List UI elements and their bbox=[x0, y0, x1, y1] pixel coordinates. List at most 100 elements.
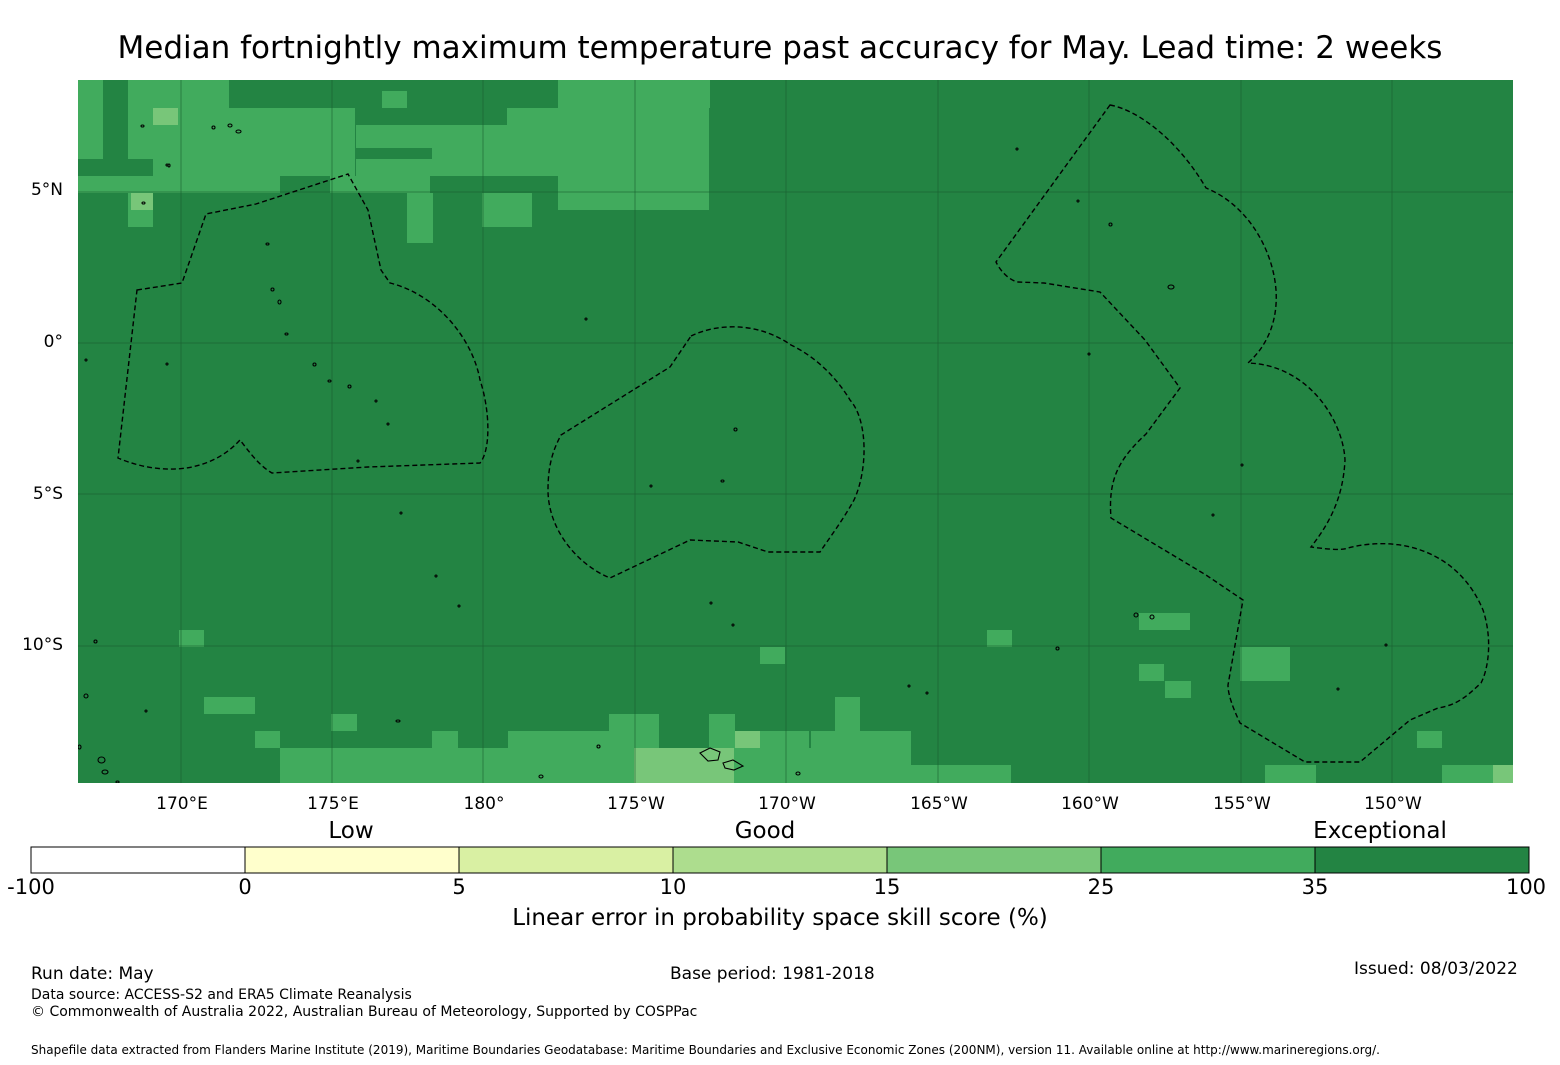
island-outline bbox=[101, 769, 109, 775]
skill-cell bbox=[634, 142, 684, 176]
island-outline bbox=[211, 125, 216, 130]
legend-category-exceptional: Exceptional bbox=[1313, 818, 1447, 844]
lon-label-170w: 170°W bbox=[758, 794, 816, 814]
island-outline bbox=[270, 287, 275, 292]
skill-cell bbox=[1493, 765, 1513, 783]
island-outline bbox=[457, 604, 461, 608]
island-outline bbox=[731, 623, 735, 627]
colorbar-title: Linear error in probability space skill … bbox=[512, 905, 1048, 931]
colorbar-tick: 5 bbox=[452, 875, 466, 899]
island-outline bbox=[733, 427, 738, 432]
island-outline bbox=[709, 601, 713, 605]
island-outline bbox=[327, 379, 332, 383]
run-date: Run date: May bbox=[31, 964, 154, 984]
island-outline bbox=[144, 709, 148, 713]
skill-cell bbox=[78, 80, 103, 108]
skill-cell bbox=[1442, 765, 1494, 783]
issued-date: Issued: 08/03/2022 bbox=[1354, 959, 1518, 979]
skill-cell bbox=[558, 176, 709, 210]
skill-cell bbox=[1165, 681, 1191, 698]
skill-cell bbox=[128, 80, 229, 108]
skill-cell bbox=[432, 731, 458, 748]
colorbar-segment-2 bbox=[244, 846, 460, 874]
skill-cells bbox=[78, 80, 1513, 783]
skill-cell bbox=[1417, 731, 1442, 748]
island-outline bbox=[1076, 199, 1080, 203]
island-outline bbox=[374, 399, 378, 403]
island-outline bbox=[1055, 646, 1060, 651]
colorbar-segment-5 bbox=[886, 846, 1102, 874]
data-source: Data source: ACCESS-S2 and ERA5 Climate … bbox=[31, 987, 412, 1003]
lon-label-155w: 155°W bbox=[1213, 794, 1271, 814]
island-outline bbox=[395, 719, 401, 723]
skill-cell bbox=[179, 630, 204, 647]
island-outline bbox=[1149, 614, 1155, 620]
skill-cell bbox=[1240, 647, 1290, 681]
legend-category-good: Good bbox=[734, 818, 796, 844]
island-outline bbox=[1087, 352, 1091, 356]
island-outline bbox=[227, 123, 233, 128]
colorbar-tick: 10 bbox=[659, 875, 687, 899]
colorbar-tick: 25 bbox=[1087, 875, 1115, 899]
island-outline bbox=[1336, 687, 1340, 691]
island-outline bbox=[277, 299, 282, 305]
lat-label-0: 0° bbox=[43, 332, 63, 352]
lat-label-10s: 10°S bbox=[22, 635, 63, 655]
skill-cell bbox=[356, 125, 456, 148]
skill-cell bbox=[407, 193, 433, 243]
island-outline bbox=[434, 574, 438, 578]
island-outline bbox=[141, 201, 146, 205]
island-coastlines bbox=[78, 123, 1388, 783]
island-outline bbox=[140, 124, 145, 128]
island-outline bbox=[538, 774, 544, 779]
skill-cell bbox=[811, 731, 911, 783]
colorbar-segment-3 bbox=[458, 846, 674, 874]
colorbar-segment-6 bbox=[1100, 846, 1316, 874]
eez-boundary-line-islands bbox=[995, 104, 1490, 763]
island-outline bbox=[265, 242, 270, 246]
island-outline bbox=[78, 744, 82, 750]
island-outline bbox=[1108, 222, 1113, 227]
samoa-coastline bbox=[699, 747, 745, 771]
skill-cell bbox=[382, 91, 407, 108]
island-outline bbox=[596, 744, 601, 749]
copyright-notice: © Commonwealth of Australia 2022, Austra… bbox=[31, 1004, 698, 1020]
island-outline bbox=[312, 362, 317, 367]
colorbar-segment-4 bbox=[672, 846, 888, 874]
skill-cell bbox=[709, 714, 735, 748]
skill-cell bbox=[558, 80, 710, 108]
island-outline bbox=[795, 771, 801, 776]
map-title: Median fortnightly maximum temperature p… bbox=[117, 30, 1443, 66]
map-canvas bbox=[78, 80, 1513, 783]
colorbar-tick: 15 bbox=[873, 875, 901, 899]
island-outline bbox=[1384, 643, 1388, 647]
eez-boundary-tokelau-samoa bbox=[547, 326, 865, 579]
colorbar-tick: 35 bbox=[1301, 875, 1329, 899]
island-outline bbox=[907, 684, 911, 688]
skill-cell bbox=[1139, 664, 1164, 681]
skill-cell bbox=[153, 108, 178, 125]
island-outline bbox=[386, 422, 390, 426]
legend-category-low: Low bbox=[328, 818, 374, 844]
lon-label-150w: 150°W bbox=[1364, 794, 1422, 814]
skill-cell bbox=[911, 765, 1011, 783]
island-outline bbox=[925, 691, 929, 695]
skill-cell bbox=[1265, 765, 1316, 783]
skill-cell bbox=[634, 748, 734, 783]
island-outline bbox=[167, 163, 171, 168]
skill-cell bbox=[507, 108, 709, 142]
island-outline bbox=[649, 484, 653, 488]
island-outline bbox=[84, 358, 88, 362]
skill-cell bbox=[356, 159, 457, 176]
lon-label-165w: 165°W bbox=[910, 794, 968, 814]
island-outline bbox=[1240, 463, 1244, 467]
skill-cell bbox=[482, 193, 532, 227]
skill-cell bbox=[78, 176, 280, 193]
skill-cell bbox=[760, 647, 785, 664]
lat-label-5s: 5°S bbox=[32, 484, 63, 504]
base-period: Base period: 1981-2018 bbox=[670, 964, 875, 984]
skill-cell bbox=[835, 697, 860, 731]
island-outline bbox=[347, 384, 352, 389]
skill-cell bbox=[280, 748, 533, 783]
island-outline bbox=[284, 332, 289, 336]
